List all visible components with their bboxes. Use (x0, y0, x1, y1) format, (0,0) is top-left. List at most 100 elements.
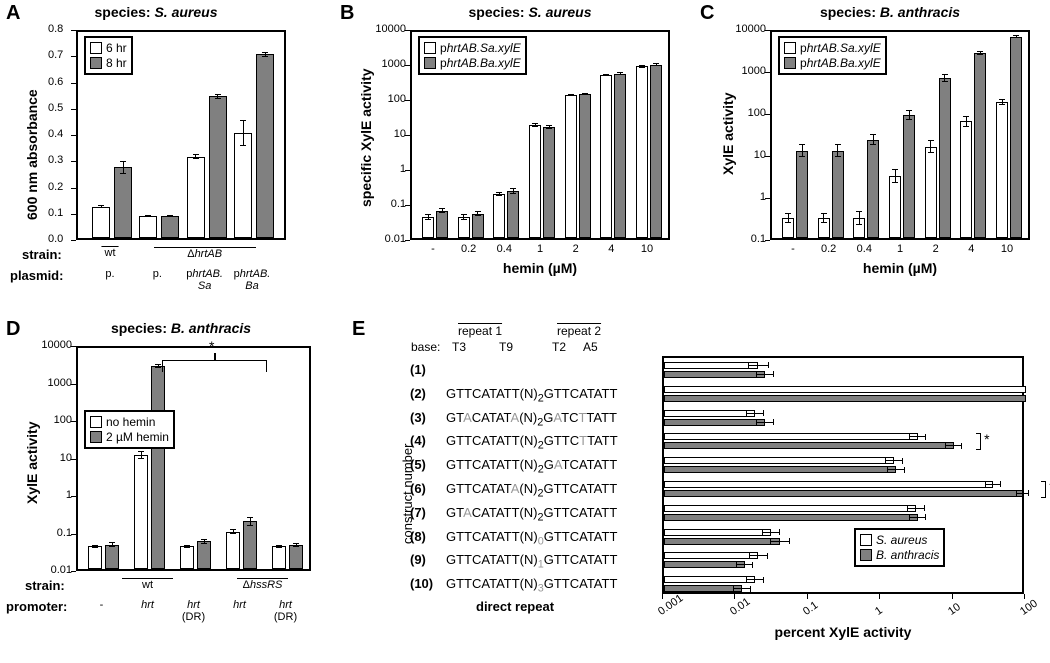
error-cap (925, 434, 926, 440)
panel-C-chart: phrtAB.Sa.xylE phrtAB.Ba.xylE (770, 30, 1030, 240)
bar (529, 125, 541, 238)
error-cap (532, 123, 538, 124)
error-cap (928, 140, 934, 141)
construct-number: (9) (410, 552, 426, 567)
error-cap (779, 529, 780, 535)
error-cap (835, 156, 841, 157)
ytick: 1000 (36, 377, 72, 389)
repeat1-label: repeat 1 (458, 324, 502, 338)
error-cap (1028, 490, 1029, 496)
panel-B-legend: phrtAB.Sa.xylE phrtAB.Ba.xylE (418, 36, 527, 75)
bar (105, 545, 119, 569)
error-cap (167, 215, 173, 216)
ytick: 10000 (36, 339, 72, 351)
error-bar (895, 169, 896, 184)
error-cap (145, 215, 151, 216)
tick-line (71, 161, 76, 162)
error-cap (763, 410, 764, 416)
bar (664, 442, 954, 449)
bar (289, 545, 303, 569)
sequence: GTACATATA(N)2GATCTTATT (446, 410, 617, 429)
error-cap (773, 419, 774, 425)
error-cap (439, 208, 445, 209)
xtick: 1 (526, 243, 554, 255)
sig-bracket (1041, 481, 1046, 498)
error-bar (909, 436, 926, 437)
legend-swatch-white (784, 42, 796, 54)
xtick: 1 (873, 604, 885, 617)
legend-swatch-gray (784, 57, 796, 69)
ytick: 1 (732, 191, 766, 203)
error-cap (439, 212, 445, 213)
xtick: 0.01 (728, 596, 752, 618)
error-bar (756, 422, 773, 423)
panel-D-legend: no hemin 2 µM hemin (84, 410, 175, 449)
bar (197, 541, 211, 569)
construct-number: (1) (410, 362, 426, 377)
legend-label: 2 µM hemin (106, 430, 169, 444)
bar (867, 140, 879, 238)
error-cap (109, 542, 115, 543)
error-cap (193, 158, 199, 159)
tick-line (71, 30, 76, 31)
construct-number: (6) (410, 481, 426, 496)
panel-C-legend: phrtAB.Sa.xylE phrtAB.Ba.xylE (778, 36, 887, 75)
bar (664, 433, 918, 440)
legend-swatch-gray (90, 57, 102, 69)
error-cap (496, 195, 502, 196)
error-cap (546, 128, 552, 129)
error-cap (928, 152, 934, 153)
ytick: 0.3 (48, 154, 63, 166)
tick-line (71, 83, 76, 84)
error-cap (887, 467, 888, 473)
error-cap (961, 443, 962, 449)
error-cap (617, 74, 623, 75)
error-cap (767, 553, 768, 559)
error-cap (639, 65, 645, 66)
xtick: 0.4 (490, 243, 518, 255)
bar (664, 466, 896, 473)
error-cap (942, 81, 948, 82)
legend-label: phrtAB.Sa.xylE (440, 41, 521, 55)
error-bar (859, 211, 860, 226)
error-cap (945, 443, 946, 449)
ytick: 10 (732, 149, 766, 161)
tick-line (662, 594, 663, 599)
tick-line (405, 205, 410, 206)
error-cap (904, 467, 905, 473)
error-cap (510, 188, 516, 189)
error-cap (985, 481, 986, 487)
plasmid-label: phrtAB.Sa (179, 268, 231, 292)
error-cap (821, 213, 827, 214)
error-cap (885, 458, 886, 464)
strain-row-label: strain: (22, 247, 62, 262)
bar (664, 410, 755, 417)
bar (209, 96, 227, 238)
tick-line (71, 214, 76, 215)
promoter-label: hrt (128, 599, 168, 611)
xtick: 2 (922, 243, 950, 255)
base-pos: T9 (499, 340, 513, 354)
error-cap (789, 538, 790, 544)
error-cap (215, 98, 221, 99)
sig-bracket (976, 433, 981, 450)
bar (114, 167, 132, 238)
error-cap (892, 182, 898, 183)
bar (636, 66, 648, 238)
sequence: GTACATATT(N)2GTTCATATT (446, 505, 617, 524)
error-cap (907, 505, 908, 511)
error-bar (746, 579, 764, 580)
error-bar (907, 508, 925, 509)
error-cap (568, 95, 574, 96)
error-cap (240, 120, 246, 121)
error-cap (733, 586, 734, 592)
ytick: 0.6 (48, 76, 63, 88)
base-pos: T3 (452, 340, 466, 354)
error-cap (201, 543, 207, 544)
error-cap (785, 213, 791, 214)
legend-swatch-white (424, 42, 436, 54)
ytick: 10000 (732, 23, 766, 35)
plasmid-label: p. (131, 268, 183, 280)
error-cap (749, 553, 750, 559)
error-cap (963, 126, 969, 127)
